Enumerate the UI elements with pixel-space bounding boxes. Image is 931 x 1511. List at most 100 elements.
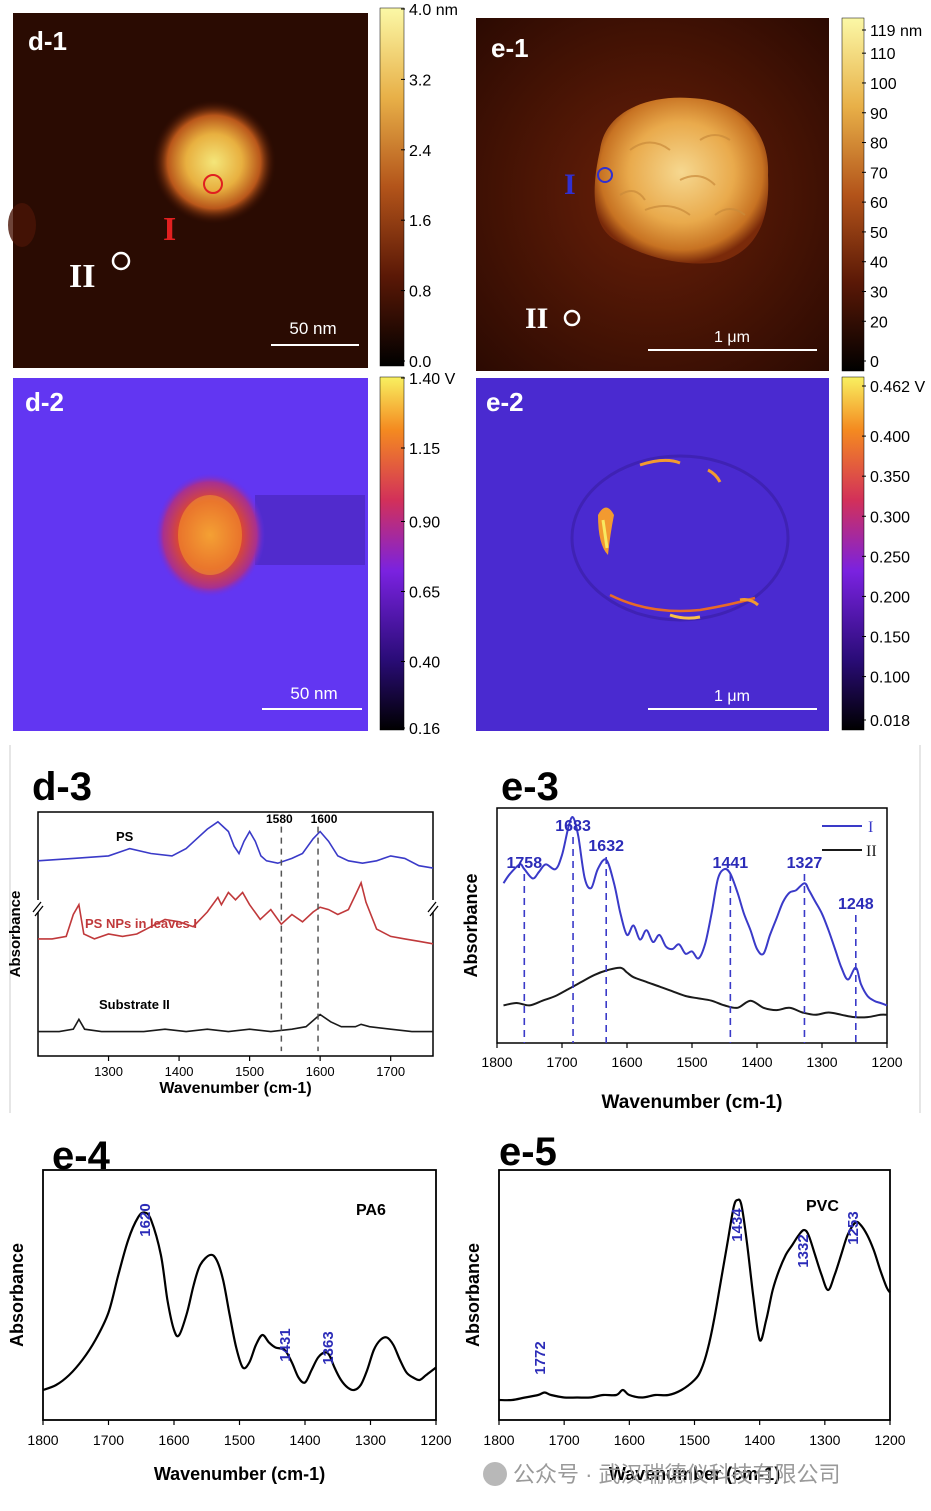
marker-label-I: I	[564, 168, 576, 201]
x-tick-label: 1600	[158, 1432, 189, 1448]
colorbar-tick-label: 1.40 V	[409, 371, 456, 388]
x-axis-label: Wavenumber (cm-1)	[609, 1464, 780, 1484]
panel-label: d-1	[28, 26, 67, 56]
peak-label: 1772	[532, 1341, 549, 1374]
colorbar-tick-label: 119 nm	[870, 23, 922, 40]
x-tick-label: 1500	[235, 1064, 264, 1079]
axis-break-mark	[32, 901, 42, 913]
series-label-substrate: Substrate II	[99, 997, 170, 1012]
x-tick-label: 1600	[614, 1432, 645, 1448]
peak-label: 1248	[838, 896, 874, 913]
peak-label: 1327	[787, 855, 823, 872]
marker-circle-I	[203, 174, 223, 194]
y-axis-label: Absorbance	[463, 1243, 483, 1347]
x-tick-label: 1700	[93, 1432, 124, 1448]
colorbar-tick-label: 0.0	[409, 354, 431, 371]
peak-label: 1683	[555, 818, 591, 835]
peak-label: 1441	[713, 855, 749, 872]
chart-title: d-3	[32, 765, 92, 809]
wechat-icon	[483, 1462, 507, 1486]
reference-label: 1580	[266, 812, 293, 826]
chart-e4: 1800 1700 1600 1500 1400 1300 1200 e-4 Wavenumbe…	[7, 1134, 452, 1484]
polymer-label: PA6	[356, 1202, 386, 1219]
colorbar-tick-label: 0.8	[409, 284, 431, 301]
panel-label: d-2	[25, 387, 64, 417]
x-axis-label: Wavenumber (cm-1)	[602, 1092, 783, 1113]
colorbar-tick-label: 4.0 nm	[409, 2, 458, 19]
x-tick-label: 1300	[809, 1432, 840, 1448]
series-line-1	[38, 880, 434, 945]
peak-label: 1363	[320, 1331, 337, 1364]
plot-frame	[37, 811, 434, 1057]
colorbar-tick-label: 0.90	[409, 515, 440, 532]
marker-circle-I	[597, 167, 613, 183]
y-axis-label: Absorbance	[461, 873, 481, 977]
x-tick-label: 1200	[871, 1054, 902, 1070]
x-tick-label: 1300	[355, 1432, 386, 1448]
plot-frame	[496, 807, 888, 1044]
scale-bar-label: 1 μm	[714, 688, 750, 705]
colorbar-tick-label: 0.150	[870, 630, 910, 647]
x-tick-label: 1600	[306, 1064, 335, 1079]
scale-bar-label: 1 μm	[714, 329, 750, 346]
x-tick-label: 1700	[546, 1054, 577, 1070]
chart-d3: 1300 1400 1500 1600 1700 d-3 Wavenumber (cm-1)…	[7, 765, 439, 1097]
colorbar-e1: 119 nm 110 100 90 80 70 60 50 40 30 20 0	[841, 17, 922, 372]
chart-title: e-4	[52, 1134, 111, 1178]
axis-break-mark	[429, 905, 439, 917]
scale-bar-label: 50 nm	[290, 684, 337, 703]
x-tick-label: 1500	[224, 1432, 255, 1448]
colorbar-e2: 0.462 V 0.400 0.350 0.300 0.250 0.200 0.150 0.1…	[841, 376, 925, 731]
x-tick-label: 1300	[806, 1054, 837, 1070]
axis-break-mark	[427, 901, 437, 913]
chart-title: e-5	[499, 1130, 557, 1174]
peak-label: 1434	[729, 1208, 746, 1242]
reference-label: 1600	[311, 812, 338, 826]
x-tick-label: 1200	[420, 1432, 451, 1448]
x-tick-label: 1800	[483, 1432, 514, 1448]
colorbar-tick-label: 0.250	[870, 549, 910, 566]
x-tick-label: 1700	[376, 1064, 405, 1079]
x-tick-label: 1500	[679, 1432, 710, 1448]
x-tick-label: 1200	[874, 1432, 905, 1448]
colorbar-tick-label: 2.4	[409, 143, 431, 160]
colorbar-tick-label: 100	[870, 76, 897, 93]
peak-label: 1253	[845, 1211, 862, 1244]
panel-d1-image: I II 50 nm d-1	[8, 13, 368, 368]
series-line	[42, 1211, 437, 1392]
colorbar-tick-label: 70	[870, 165, 888, 182]
x-tick-label: 1800	[481, 1054, 512, 1070]
colorbar-tick-label: 40	[870, 255, 888, 272]
legend-label: II	[866, 843, 877, 860]
peak-label: 1431	[277, 1328, 294, 1361]
y-axis-label: Absorbance	[7, 891, 24, 978]
x-axis-label: Wavenumber (cm-1)	[159, 1080, 311, 1097]
x-tick-label: 1400	[744, 1432, 775, 1448]
colorbar-tick-label: 20	[870, 314, 888, 331]
series-label-ps: PS	[116, 829, 134, 844]
series-line	[498, 1198, 891, 1402]
colorbar-tick-label: 0.100	[870, 670, 910, 687]
chart-e3: 1800 1700 1600 1500 1400 1300 1200 e-3 Wavenumbe…	[461, 765, 903, 1113]
x-tick-label: 1400	[289, 1432, 320, 1448]
series-line-2	[38, 1013, 433, 1033]
peak-label: 1632	[588, 838, 624, 855]
colorbar-tick-label: 0.300	[870, 509, 910, 526]
colorbar-tick-label: 90	[870, 106, 888, 123]
colorbar-tick-label: 1.15	[409, 441, 440, 458]
colorbar-tick-label: 1.6	[409, 213, 431, 230]
panel-label: e-2	[486, 387, 524, 417]
watermark: 公众号 · 武汉瑞德仪科技有限公司	[513, 1462, 841, 1487]
polymer-label: PVC	[806, 1198, 839, 1215]
colorbar-tick-label: 60	[870, 195, 888, 212]
peak-label: 1758	[507, 855, 543, 872]
marker-circle-II	[111, 251, 131, 271]
colorbar-tick-label: 3.2	[409, 72, 431, 89]
colorbar-tick-label: 50	[870, 225, 888, 242]
scale-bar-label: 50 nm	[289, 319, 336, 338]
chart-e5: 1800 1700 1600 1500 1400 1300 1200 e-5 Wavenumbe…	[463, 1130, 906, 1484]
colorbar-d1: 4.0 nm 3.2 2.4 1.6 0.8 0.0	[379, 2, 458, 371]
x-tick-label: 1600	[611, 1054, 642, 1070]
series-label-leaves: PS NPs in leaves I	[85, 916, 197, 931]
